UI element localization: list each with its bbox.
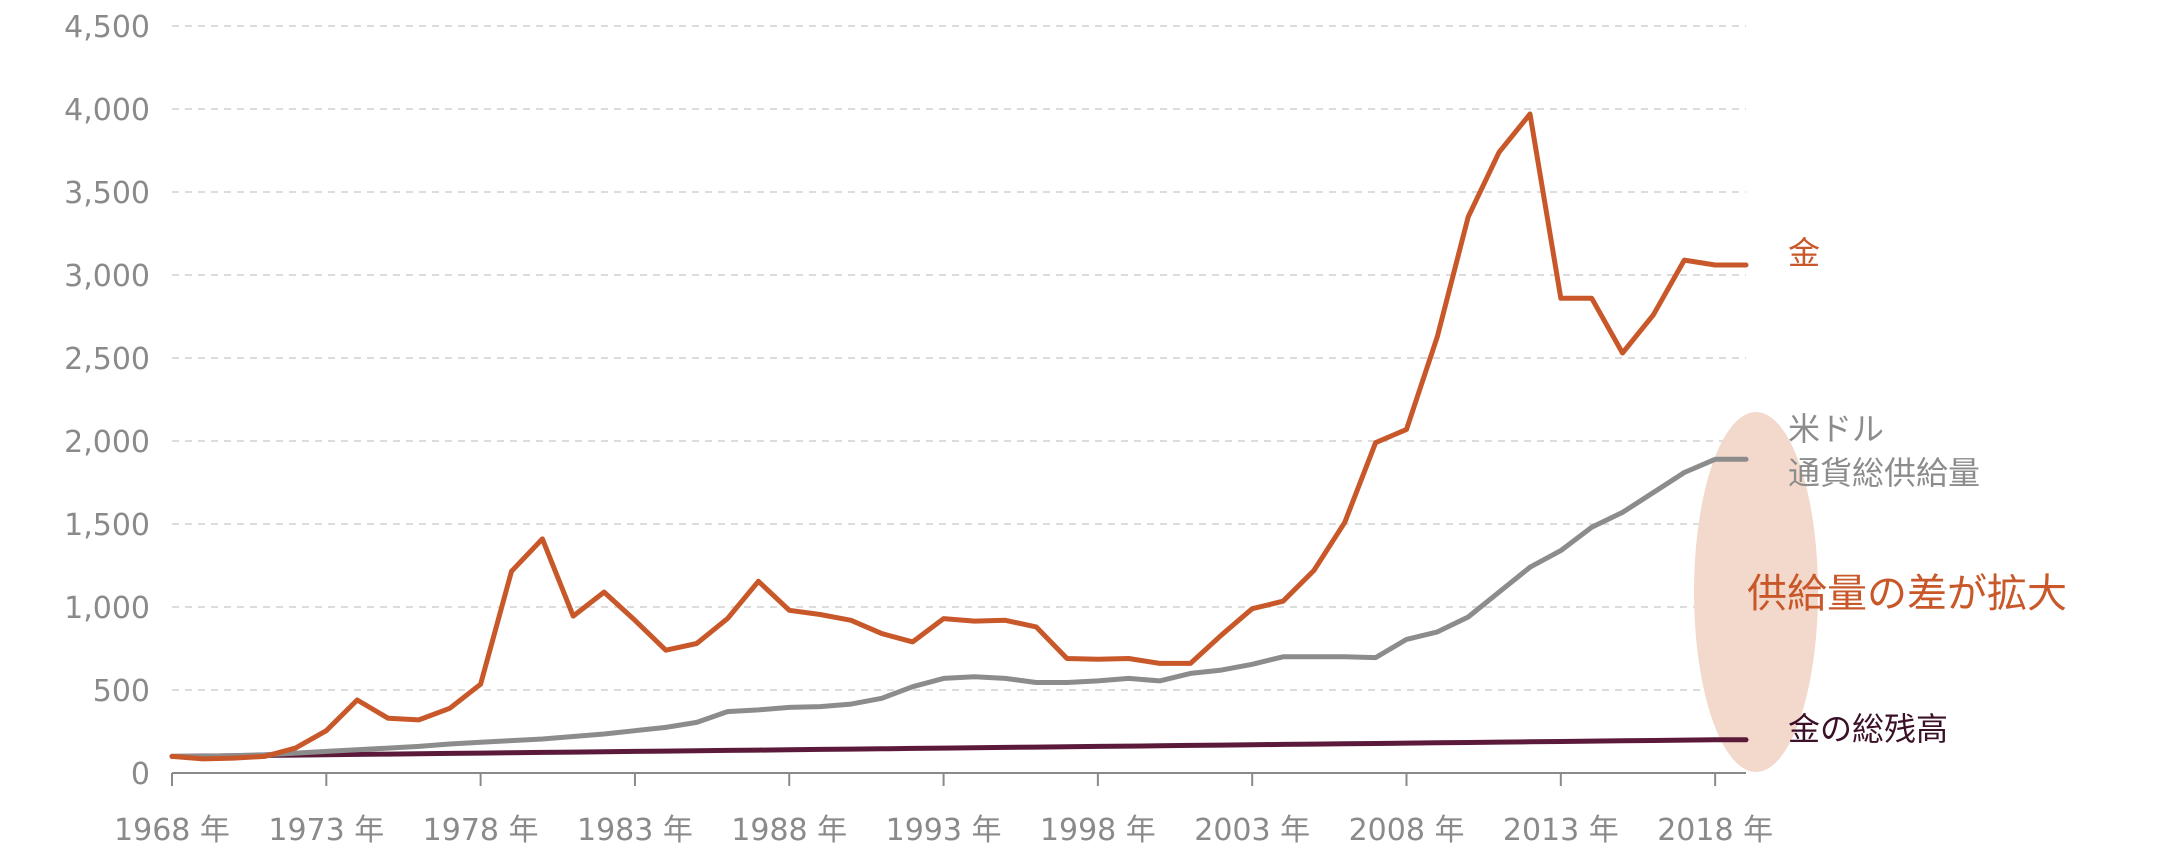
- x-tick-label: 1968 年: [114, 813, 230, 848]
- y-axis: 0 500 1,000 1,500 2,000 2,500 3,000 3,500 4,000 4…: [64, 10, 150, 792]
- x-tick-label: 1988 年: [731, 813, 847, 848]
- annotation-callout: 供給量の差が拡大: [1747, 571, 2067, 617]
- series-lines: [169, 111, 1749, 762]
- y-tick-label: 4,500: [64, 10, 150, 45]
- y-tick-label: 500: [93, 674, 150, 709]
- y-tick-label: 1,000: [64, 591, 150, 626]
- y-tick-label: 3,500: [64, 176, 150, 211]
- x-tick-label: 2003 年: [1194, 813, 1310, 848]
- x-axis: 1968 年 1973 年 1978 年 1983 年 1988 年 1993 年 1998…: [114, 772, 1773, 848]
- difference-highlight: [1694, 412, 1818, 772]
- series-label: 金の総残高: [1788, 710, 1948, 748]
- y-tick-label: 4,000: [64, 93, 150, 128]
- x-tick-label: 2018 年: [1657, 813, 1773, 848]
- grid: [172, 25, 1746, 691]
- series-label: 金: [1788, 234, 1820, 272]
- y-tick-label: 2,000: [64, 425, 150, 460]
- y-tick-label: 3,000: [64, 259, 150, 294]
- x-tick-label: 1998 年: [1040, 813, 1156, 848]
- series-line: [169, 456, 1749, 759]
- x-tick-label: 2008 年: [1349, 813, 1465, 848]
- x-tick-label: 1993 年: [886, 813, 1002, 848]
- series-line: [169, 111, 1749, 762]
- y-tick-label: 0: [131, 757, 150, 792]
- y-tick-label: 2,500: [64, 342, 150, 377]
- x-tick-label: 1973 年: [268, 813, 384, 848]
- series-label: 米ドル通貨総供給量: [1788, 410, 1980, 492]
- y-tick-label: 1,500: [64, 508, 150, 543]
- x-tick-label: 1983 年: [577, 813, 693, 848]
- series-line: [169, 737, 1749, 759]
- x-tick-label: 1978 年: [423, 813, 539, 848]
- x-tick-label: 2013 年: [1503, 813, 1619, 848]
